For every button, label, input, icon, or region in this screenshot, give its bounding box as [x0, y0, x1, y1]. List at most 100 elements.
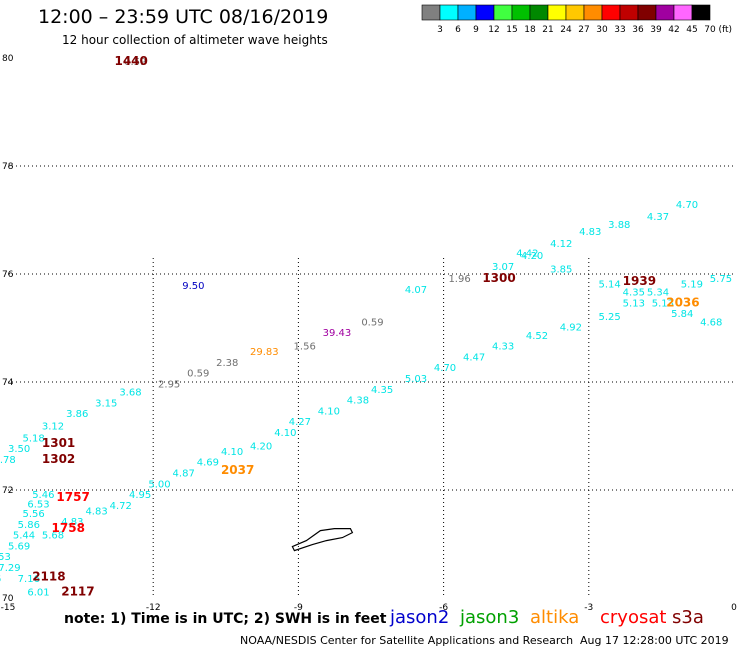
lat-tick-label: 74 — [2, 378, 14, 388]
pass-time-label: 2118 — [32, 570, 65, 584]
legend-label: 39 — [650, 25, 662, 35]
legend-label: 42 — [668, 25, 679, 35]
legend-unit: (ft) — [718, 25, 732, 35]
wave-height-label: 5.69 — [8, 541, 30, 552]
pass-time-label: 2117 — [61, 584, 94, 598]
wave-height-label: 5.75 — [710, 274, 732, 285]
wave-height-label: 4.70 — [676, 200, 698, 211]
satellite-jason3: jason3 — [460, 607, 520, 628]
wave-height-label: 4.70 — [434, 363, 456, 374]
wave-height-label: 5.68 — [42, 531, 64, 542]
wave-height-label: 4.87 — [173, 469, 195, 480]
wave-height-label: 4.12 — [550, 239, 572, 250]
legend-label: 70 — [704, 25, 716, 35]
wave-height-label: 3.07 — [492, 262, 514, 273]
wave-height-label: 6.53 — [0, 552, 11, 563]
wave-height-label: 4.92 — [560, 323, 582, 334]
wave-height-label: 3.78 — [0, 455, 16, 466]
wave-height-label: 3.12 — [42, 422, 64, 433]
wave-height-label: 4.38 — [347, 396, 369, 407]
legend-label: 27 — [578, 25, 589, 35]
wave-height-label: 7.86 — [0, 574, 1, 585]
wave-height-label: 4.95 — [129, 490, 151, 501]
wave-height-label: 4.35 — [371, 385, 393, 396]
wave-height-label: 4.33 — [492, 342, 514, 353]
legend-label: 6 — [455, 25, 461, 35]
legend-label: 9 — [473, 25, 479, 35]
wave-height-label: 1.96 — [448, 274, 470, 285]
pass-time-label: 1758 — [52, 521, 85, 535]
wave-height-label: 4.83 — [61, 517, 83, 528]
wave-height-label: 2.95 — [158, 379, 180, 390]
wave-height-label: 4.10 — [221, 447, 243, 458]
wave-height-label: 5.14 — [598, 280, 620, 291]
lat-tick-label: 72 — [2, 486, 13, 496]
wave-height-label: 5.18 — [23, 433, 45, 444]
lat-tick-label: 80 — [2, 54, 14, 64]
wave-height-label: 7.29 — [0, 563, 21, 574]
wave-height-label: 4.20 — [250, 442, 272, 453]
page-subtitle: 12 hour collection of altimeter wave hei… — [62, 33, 328, 47]
wave-height-label: 4.27 — [289, 417, 311, 428]
wave-height-label: 4.42 — [516, 249, 538, 260]
wave-height-label: 5.34 — [647, 288, 669, 299]
pass-time-label: 1939 — [623, 274, 656, 288]
wave-height-label: 4.69 — [197, 458, 219, 469]
lon-tick-label: -9 — [294, 603, 303, 613]
pass-time-label: 1301 — [42, 436, 75, 450]
wave-height-label: 4.37 — [647, 212, 669, 223]
lon-tick-label: -6 — [439, 603, 448, 613]
satellite-cryosat: cryosat — [600, 607, 667, 628]
legend-swatch — [691, 4, 711, 21]
page-title: 12:00 – 23:59 UTC 08/16/2019 — [38, 6, 329, 28]
lon-tick-label: -12 — [146, 603, 161, 613]
legend-label: 36 — [632, 25, 644, 35]
pass-time-label: 1757 — [56, 490, 89, 504]
footer-credit: NOAA/NESDIS Center for Satellite Applica… — [240, 634, 574, 647]
footer-note: note: 1) Time is in UTC; 2) SWH is in fe… — [64, 611, 387, 627]
wave-height-label: 5.19 — [681, 280, 703, 291]
lon-tick-label: -15 — [1, 603, 16, 613]
wave-height-label: 5.25 — [598, 312, 620, 323]
lat-tick-label: 76 — [2, 270, 14, 280]
wave-height-label: 3.15 — [95, 398, 117, 409]
wave-height-label: 4.20 — [521, 251, 543, 262]
wave-height-label: 4.35 — [623, 288, 645, 299]
island-outline — [291, 528, 354, 552]
wave-height-label: 4.83 — [579, 227, 601, 238]
wave-height-label: 7.16 — [18, 574, 40, 585]
wave-height-label: 5.13 — [623, 298, 645, 309]
wave-height-label: 29.83 — [250, 347, 279, 358]
legend-label: 24 — [560, 25, 572, 35]
lon-tick-label: 0 — [731, 603, 737, 613]
pass-time-label: 1300 — [482, 271, 515, 285]
wave-height-label: 4.68 — [700, 317, 722, 328]
wave-height-label: 5.86 — [18, 520, 40, 531]
wave-height-label: 4.10 — [318, 406, 340, 417]
wave-height-label: 6.01 — [27, 587, 49, 598]
wave-height-label: 3.85 — [550, 264, 572, 275]
wave-height-label: 4.10 — [274, 428, 296, 439]
wave-height-label: 0.59 — [124, 57, 146, 68]
wave-height-label: 4.72 — [110, 501, 132, 512]
lon-tick-label: -3 — [584, 603, 593, 613]
grid-lines — [8, 165, 734, 598]
wave-height-label: 5.13 — [652, 298, 674, 309]
footer-timestamp: Aug 17 12:28:00 UTC 2019 — [580, 634, 729, 647]
lat-tick-label: 78 — [2, 162, 14, 172]
wave-height-label: 4.83 — [85, 506, 107, 517]
wave-height-label: 0.59 — [187, 369, 209, 380]
legend-label: 3 — [437, 25, 443, 35]
color-legend: 3 6 9 12 15 18 21 24 27 30 33 36 39 42 45 70 (ft) — [421, 4, 732, 35]
satellite-jason2: jason2 — [390, 607, 450, 628]
pass-time-label: 2037 — [221, 463, 254, 477]
satellite-altika: altika — [530, 607, 580, 628]
wave-height-label: 3.86 — [66, 409, 88, 420]
satellite-s3a: s3a — [672, 607, 704, 628]
pass-time-label: 2036 — [666, 295, 699, 309]
legend-label: 12 — [488, 25, 499, 35]
wave-height-label: 5.00 — [148, 479, 170, 490]
legend-label: 21 — [542, 25, 553, 35]
wave-height-label: 2.38 — [216, 358, 238, 369]
